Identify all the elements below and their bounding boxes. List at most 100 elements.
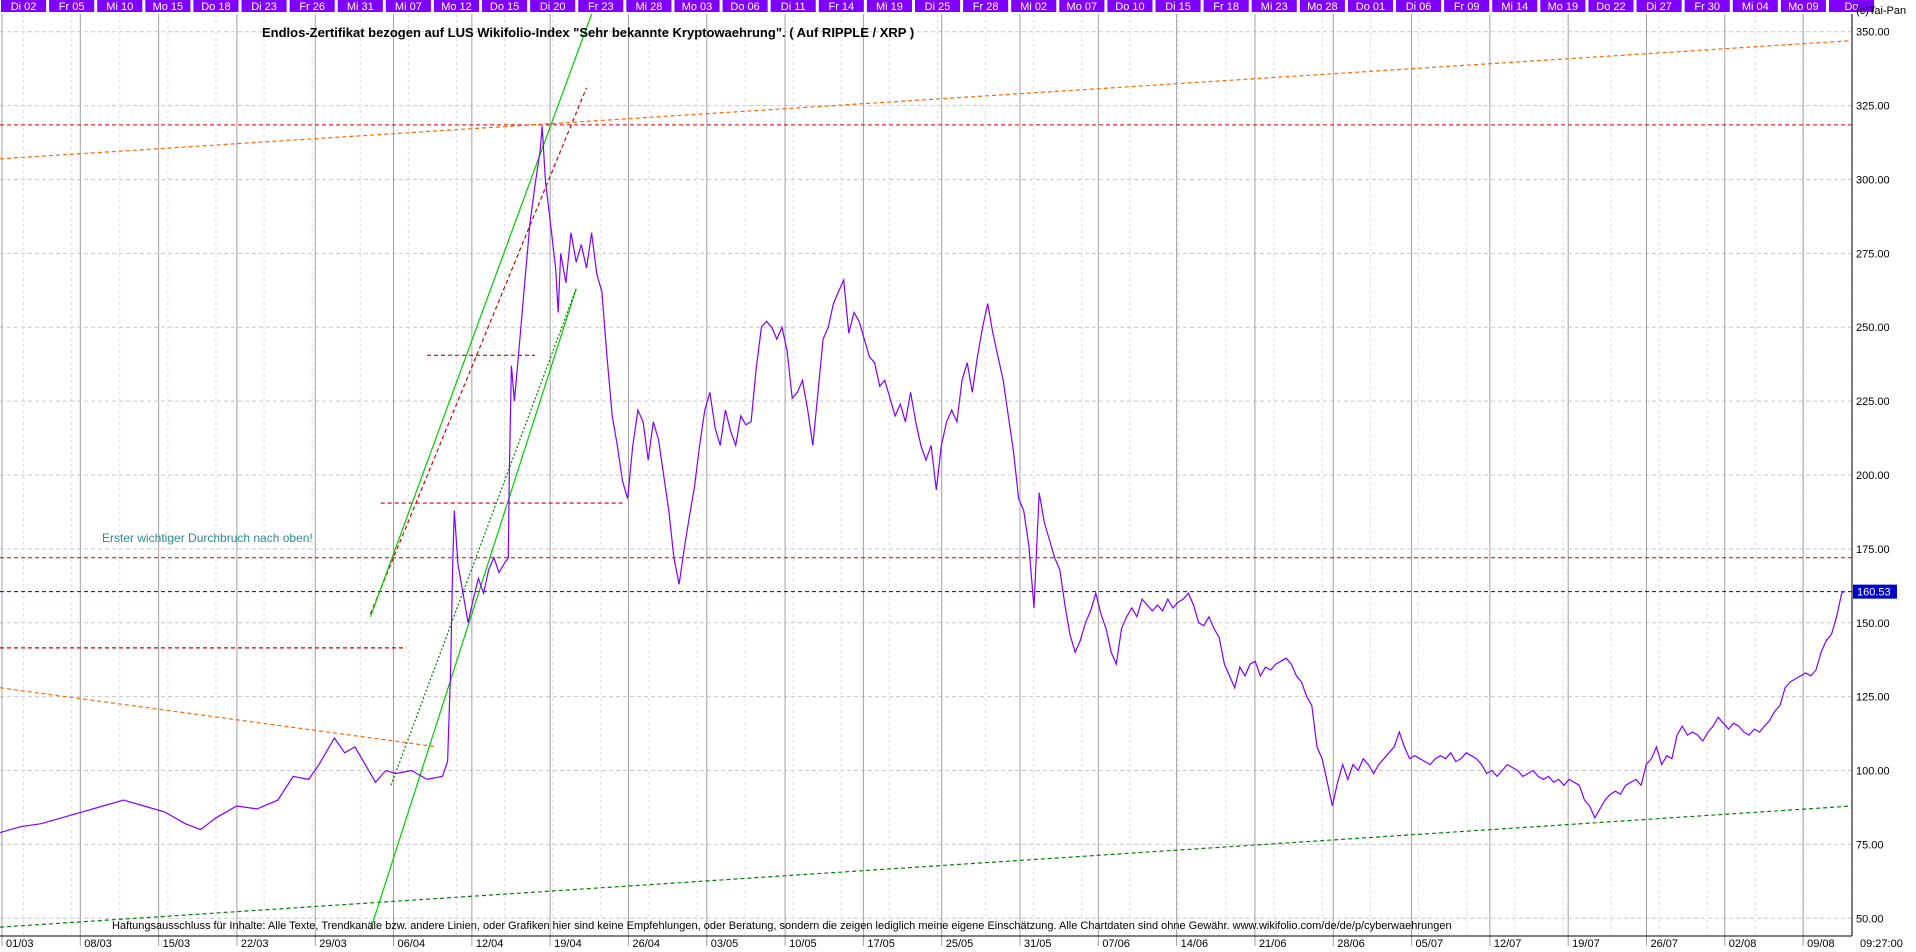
y-tick-label: 250.00 — [1856, 322, 1890, 334]
top-day-box — [1, 0, 47, 12]
y-tick-label: 225.00 — [1856, 396, 1890, 408]
top-day-box — [866, 0, 912, 12]
top-day-box — [530, 0, 576, 12]
y-tick-label: 150.00 — [1856, 618, 1890, 630]
top-day-box — [1155, 0, 1201, 12]
top-day-box — [1636, 0, 1682, 12]
top-day-label: Do 06 — [730, 1, 759, 13]
x-tick-label: 12/07 — [1494, 938, 1522, 950]
top-day-label: Mo 19 — [1548, 1, 1579, 13]
top-day-box — [1828, 0, 1875, 12]
top-day-label: Di 11 — [781, 1, 806, 13]
top-day-box — [818, 0, 864, 12]
top-day-box — [1011, 0, 1057, 12]
top-day-label: Do 22 — [1596, 1, 1625, 13]
top-day-box — [1203, 0, 1249, 12]
trend-segment — [0, 39, 1853, 160]
top-day-box — [914, 0, 961, 12]
top-day-label: Fr 14 — [828, 1, 854, 13]
x-tick-label: 05/07 — [1416, 938, 1444, 950]
top-day-box — [1444, 0, 1490, 12]
last-price-box — [1853, 584, 1897, 599]
top-day-label: Do 10 — [1115, 1, 1144, 13]
top-day-label: Fr 28 — [973, 1, 999, 13]
x-tick-label: 19/07 — [1572, 938, 1600, 950]
top-day-label: Mo 09 — [1788, 1, 1819, 13]
last-price-value: 160.53 — [1857, 587, 1891, 599]
top-day-label: Mi 19 — [876, 1, 903, 13]
top-day-label: Mo 12 — [441, 1, 472, 13]
top-day-box — [770, 0, 816, 12]
top-day-label: Do — [1844, 1, 1858, 13]
chart-title: Endlos-Zertifikat bezogen auf LUS Wikifo… — [262, 25, 914, 40]
top-day-label: Fr 18 — [1213, 1, 1239, 13]
top-day-box — [482, 0, 528, 12]
y-tick-label: 75.00 — [1856, 839, 1884, 851]
last-price-marker: 160.53 — [1853, 584, 1897, 599]
y-tick-label: 200.00 — [1856, 470, 1890, 482]
x-tick-label: 31/05 — [1024, 938, 1052, 950]
top-day-box — [145, 0, 191, 12]
top-day-label: Di 27 — [1646, 1, 1672, 13]
top-day-label: Do 18 — [201, 1, 230, 13]
price-series — [0, 126, 1845, 834]
x-tick-label: 06/04 — [398, 938, 426, 950]
top-day-label: Di 06 — [1406, 1, 1432, 13]
top-day-label: Mi 07 — [395, 1, 422, 13]
x-tick-label: 28/06 — [1337, 938, 1365, 950]
x-tick-label: 12/04 — [476, 938, 504, 950]
top-day-label: Fr 30 — [1694, 1, 1720, 13]
top-day-label: Mi 14 — [1501, 1, 1528, 13]
top-day-label: Mo 07 — [1067, 1, 1098, 13]
top-day-box — [1059, 0, 1105, 12]
trend-segment — [0, 805, 1853, 928]
top-day-box — [578, 0, 624, 12]
top-day-box — [385, 0, 431, 12]
y-tick-label: 100.00 — [1856, 766, 1890, 778]
x-tick-label: 15/03 — [163, 938, 191, 950]
trend-lines — [0, 13, 1853, 931]
top-day-axis: Di 02 Fr 05 Mi 10 Mo 15 Do 18 Di 23 Fr 26 Mi 31… — [1, 0, 1875, 13]
top-day-label: Mi 10 — [106, 1, 133, 13]
trend-segment — [0, 687, 438, 748]
y-tick-label: 275.00 — [1856, 248, 1890, 260]
top-day-box — [1780, 0, 1826, 12]
top-day-box — [626, 0, 672, 12]
top-day-label: Di 25 — [925, 1, 951, 13]
y-tick-label: 125.00 — [1856, 692, 1890, 704]
x-tick-label: 25/05 — [946, 938, 974, 950]
price-line — [0, 126, 1845, 834]
breakout-annotation: Erster wichtiger Durchbruch nach oben! — [102, 531, 313, 545]
x-tick-label: 21/06 — [1259, 938, 1287, 950]
price-axis: 50.00 75.00 100.00 125.00 150.00 175.00 200.00… — [1851, 14, 1890, 936]
x-tick-label: 22/03 — [241, 938, 269, 950]
top-day-label: Mi 28 — [635, 1, 662, 13]
bottom-date-axis: 01/03 08/03 15/03 22/03 29/03 06/04 12/04 19/04… — [0, 935, 1852, 950]
top-day-label: Mi 02 — [1020, 1, 1047, 13]
top-day-box — [1588, 0, 1634, 12]
trend-segment — [390, 288, 577, 786]
top-day-label: Fr 23 — [588, 1, 614, 13]
y-tick-label: 175.00 — [1856, 544, 1890, 556]
y-tick-label: 300.00 — [1856, 174, 1890, 186]
x-tick-label: 07/06 — [1102, 938, 1130, 950]
y-tick-label: 325.00 — [1856, 101, 1890, 113]
x-tick-label: 17/05 — [867, 938, 895, 950]
top-day-box — [1540, 0, 1586, 12]
top-day-label: Mi 04 — [1742, 1, 1769, 13]
top-day-label: Mo 15 — [153, 1, 184, 13]
top-day-box — [97, 0, 143, 12]
x-tick-label: 02/08 — [1729, 938, 1757, 950]
trend-segment — [369, 13, 593, 618]
x-tick-label: 08/03 — [84, 938, 112, 950]
top-day-label: Mo 28 — [1307, 1, 1338, 13]
top-day-box — [241, 0, 287, 12]
x-tick-label: 03/05 — [711, 938, 739, 950]
trend-segment — [369, 87, 588, 615]
top-day-box — [289, 0, 335, 12]
top-day-box — [1732, 0, 1778, 12]
top-day-box — [1251, 0, 1297, 12]
x-tick-label: 10/05 — [789, 938, 817, 950]
